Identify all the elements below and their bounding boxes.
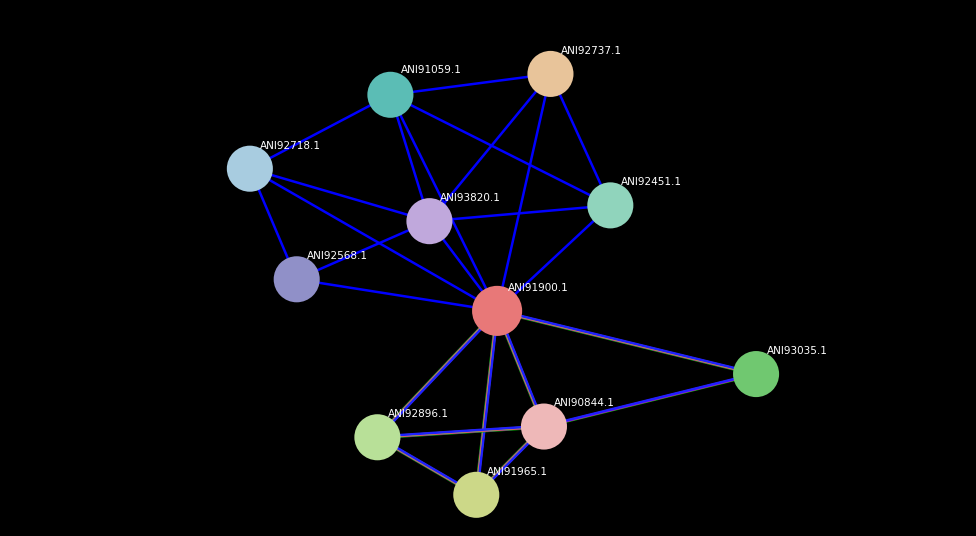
Point	[543, 70, 558, 78]
Text: ANI93035.1: ANI93035.1	[766, 346, 828, 356]
Text: ANI92568.1: ANI92568.1	[307, 251, 368, 261]
Text: ANI91965.1: ANI91965.1	[487, 467, 548, 477]
Text: ANI92451.1: ANI92451.1	[621, 177, 681, 187]
Text: ANI90844.1: ANI90844.1	[554, 398, 615, 408]
Text: ANI91059.1: ANI91059.1	[401, 65, 462, 75]
Text: ANI92737.1: ANI92737.1	[561, 46, 622, 56]
Text: ANI91900.1: ANI91900.1	[508, 283, 568, 293]
Point	[289, 275, 305, 284]
Text: ANI92896.1: ANI92896.1	[387, 409, 449, 419]
Point	[536, 422, 551, 431]
Point	[468, 490, 484, 499]
Point	[749, 370, 764, 378]
Text: ANI93820.1: ANI93820.1	[440, 193, 501, 203]
Text: ANI92718.1: ANI92718.1	[261, 140, 321, 151]
Point	[602, 201, 618, 210]
Point	[370, 433, 386, 442]
Point	[422, 217, 437, 226]
Point	[383, 91, 398, 99]
Point	[489, 307, 505, 315]
Point	[242, 165, 258, 173]
